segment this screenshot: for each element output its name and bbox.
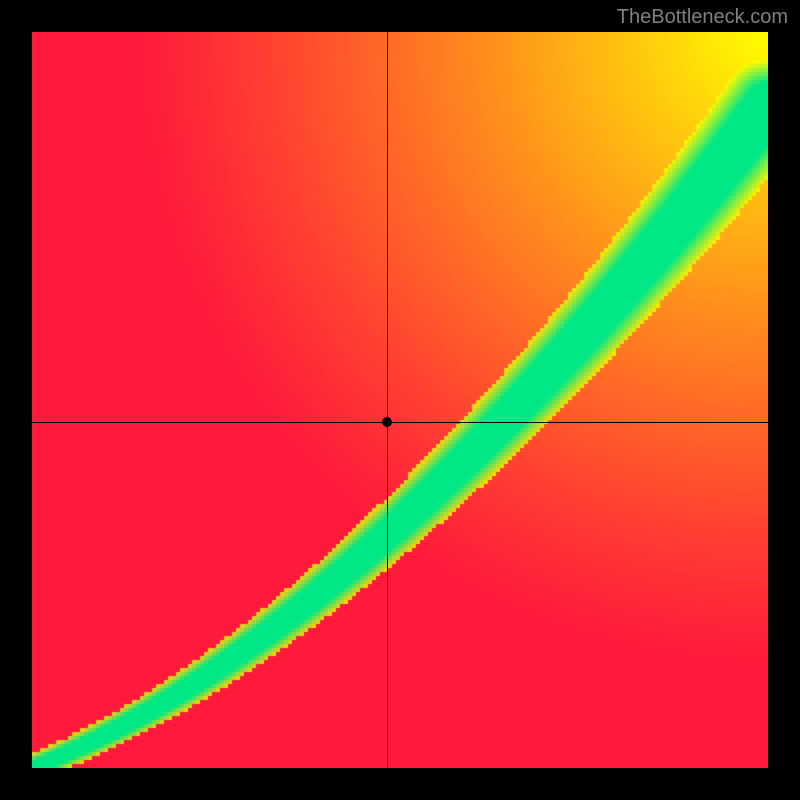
selected-point-marker xyxy=(382,417,392,427)
bottleneck-heatmap xyxy=(32,32,768,768)
watermark-text: TheBottleneck.com xyxy=(617,6,788,29)
crosshair-vertical xyxy=(387,32,388,768)
heatmap-canvas xyxy=(32,32,768,768)
crosshair-horizontal xyxy=(32,422,768,423)
